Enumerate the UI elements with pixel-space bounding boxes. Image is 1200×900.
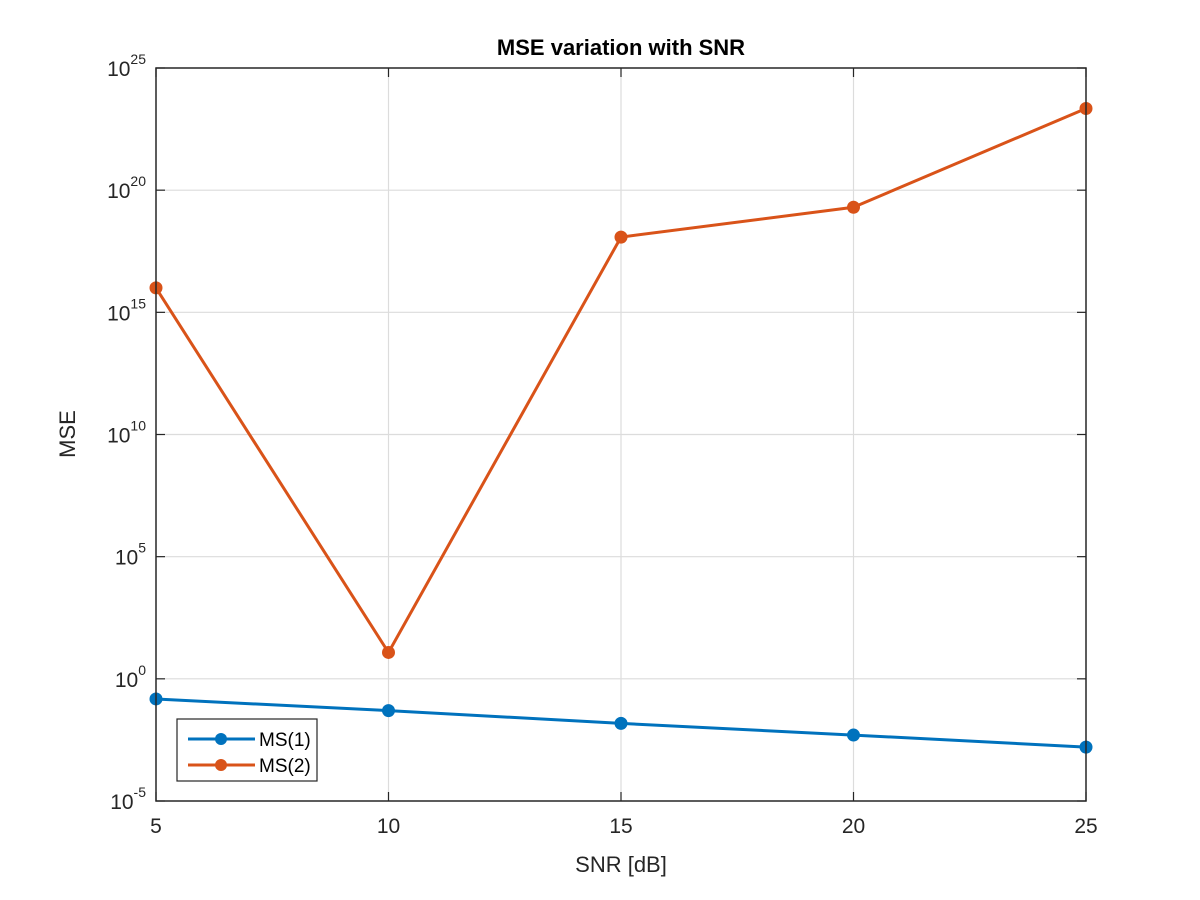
x-tick-label: 5: [150, 815, 162, 838]
x-tick-label: 10: [377, 815, 400, 838]
y-tick-labels: 10-5 100 105 1010 1015 1020 1025: [107, 51, 146, 814]
grid-lines: [156, 68, 1086, 801]
data-point: [614, 230, 628, 244]
x-tick-label: 25: [1074, 815, 1097, 838]
legend-marker: [215, 759, 227, 771]
chart-title: MSE variation with SNR: [497, 35, 745, 60]
series-1: [149, 692, 1093, 754]
legend-label: MS(2): [259, 756, 311, 777]
y-tick-label: 1010: [107, 418, 146, 448]
y-axis-label: MSE: [55, 410, 80, 458]
data-point: [614, 716, 628, 730]
legend: MS(1) MS(2): [176, 718, 318, 782]
y-tick-label: 10-5: [110, 784, 146, 814]
y-tick-label: 1025: [107, 51, 146, 81]
data-point: [382, 645, 395, 659]
y-tick-label: 1020: [107, 173, 146, 203]
series-layer: [149, 102, 1093, 754]
y-tick-label: 105: [115, 540, 146, 570]
data-point: [847, 728, 860, 742]
data-point: [847, 200, 860, 214]
legend-box: [176, 718, 318, 782]
legend-marker: [215, 733, 227, 745]
x-tick-label: 15: [609, 815, 632, 838]
y-tick-label: 100: [115, 662, 146, 692]
axis-ticks: [155, 67, 1087, 802]
series-2: [149, 102, 1093, 659]
x-axis-label: SNR [dB]: [575, 852, 667, 877]
y-tick-label: 1015: [107, 295, 146, 325]
data-point: [382, 704, 395, 718]
x-tick-label: 20: [842, 815, 865, 838]
x-tick-labels: 5 10 15 20 25: [150, 815, 1098, 838]
legend-label: MS(1): [259, 730, 311, 751]
